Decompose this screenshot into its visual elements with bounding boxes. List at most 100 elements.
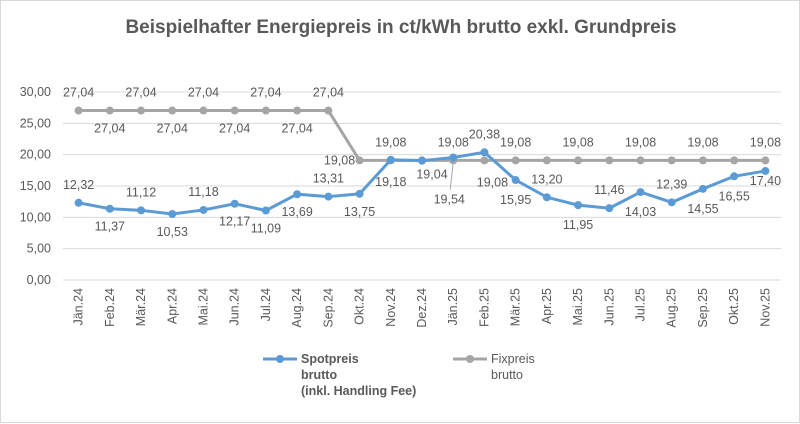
data-point: [574, 201, 583, 210]
data-label: 16,55: [719, 189, 750, 203]
data-label: 19,08: [562, 135, 593, 149]
data-label: 19,08: [687, 135, 718, 149]
data-point: [542, 156, 551, 165]
data-point: [730, 156, 739, 165]
x-tick-label: Sep.24: [321, 288, 335, 328]
data-label: 11,37: [95, 220, 125, 234]
data-point: [137, 106, 146, 115]
data-point: [542, 193, 551, 202]
x-tick-label: Jän.24: [72, 288, 86, 326]
data-label: 11,46: [594, 183, 624, 197]
x-tick-label: Nov.24: [384, 288, 398, 327]
data-point: [730, 172, 739, 181]
data-label: 27,04: [125, 86, 156, 100]
data-point: [199, 205, 208, 214]
x-tick-label: Nov.25: [758, 288, 772, 327]
data-label: 13,69: [281, 205, 312, 219]
x-tick-label: Apr.25: [540, 288, 554, 324]
x-tick-label: Aug.24: [290, 288, 304, 328]
data-label: 27,04: [94, 122, 125, 136]
data-label: 10,53: [157, 225, 188, 239]
data-label: 19,08: [750, 135, 781, 149]
data-point: [636, 156, 645, 165]
data-point: [480, 148, 489, 157]
legend-line: brutto: [491, 368, 523, 382]
data-label: 19,08: [438, 135, 469, 149]
data-point: [355, 189, 364, 198]
legend-line: (inkl. Handling Fee): [301, 384, 417, 398]
data-point: [449, 153, 458, 162]
data-label: 27,04: [63, 86, 94, 100]
data-point: [74, 198, 83, 207]
data-label: 13,20: [531, 172, 562, 186]
data-point: [261, 206, 270, 215]
x-tick-label: Jul.24: [259, 288, 273, 321]
data-label: 27,04: [313, 86, 344, 100]
x-tick-label: Feb.24: [103, 288, 117, 327]
y-tick-label: 25,00: [20, 116, 51, 130]
x-tick-label: Okt.24: [353, 288, 367, 325]
data-label: 12,17: [219, 215, 250, 229]
y-tick-label: 15,00: [20, 179, 51, 193]
x-tick-label: Mär.25: [509, 288, 523, 326]
y-tick-label: 20,00: [20, 148, 51, 162]
x-tick-label: Dez.24: [415, 288, 429, 328]
data-point: [199, 106, 208, 115]
data-point: [698, 184, 707, 193]
data-label: 12,32: [63, 178, 94, 192]
data-point: [137, 206, 146, 215]
data-point: [698, 156, 707, 165]
data-label: 19,08: [477, 175, 508, 189]
x-tick-label: Sep.25: [696, 288, 710, 328]
legend-marker-fix: [453, 355, 487, 363]
data-point: [293, 190, 302, 199]
data-label: 19,08: [375, 135, 406, 149]
data-label: 14,03: [625, 205, 656, 219]
data-label: 11,12: [126, 185, 156, 199]
y-tick-label: 30,00: [20, 85, 51, 99]
x-tick-label: Jul.25: [634, 288, 648, 321]
data-label: 13,31: [313, 172, 344, 186]
data-point: [761, 156, 770, 165]
data-point: [511, 176, 520, 185]
x-tick-label: Jun.24: [228, 288, 242, 326]
x-tick-label: Mai.25: [571, 288, 585, 326]
data-label: 27,04: [157, 122, 188, 136]
data-label: 11,95: [563, 218, 593, 232]
data-point: [105, 106, 114, 115]
legend-item-spot: Spotpreis brutto (inkl. Handling Fee): [263, 351, 416, 399]
x-tick-label: Mär.24: [134, 288, 148, 326]
data-point: [667, 156, 676, 165]
x-tick-label: Okt.25: [727, 288, 741, 325]
data-point: [261, 106, 270, 115]
data-label: 11,18: [188, 185, 218, 199]
data-point: [324, 192, 333, 201]
data-point: [667, 198, 676, 207]
data-label: 19,08: [625, 135, 656, 149]
y-tick-label: 10,00: [20, 210, 51, 224]
data-label: 19,18: [375, 175, 406, 189]
data-point: [168, 106, 177, 115]
x-tick-label: Apr.24: [165, 288, 179, 324]
x-tick-label: Aug.25: [665, 288, 679, 328]
data-label: 14,55: [687, 202, 718, 216]
data-point: [636, 188, 645, 197]
data-point: [511, 156, 520, 165]
data-point: [761, 166, 770, 175]
legend-marker-spot: [263, 355, 297, 363]
data-label: 27,04: [281, 122, 312, 136]
data-point: [605, 204, 614, 213]
data-point: [74, 106, 83, 115]
data-label: 13,75: [344, 205, 375, 219]
data-point: [168, 210, 177, 219]
data-point: [324, 106, 333, 115]
data-label: 15,95: [500, 193, 531, 207]
leader-line: [449, 162, 454, 190]
legend-item-fix: Fixpreis brutto: [453, 351, 535, 383]
data-label: 11,09: [251, 222, 281, 236]
data-label: 17,40: [750, 174, 781, 188]
data-label: 19,04: [416, 168, 447, 182]
data-point: [230, 106, 239, 115]
data-label: 19,08: [324, 153, 355, 167]
data-point: [480, 156, 489, 165]
